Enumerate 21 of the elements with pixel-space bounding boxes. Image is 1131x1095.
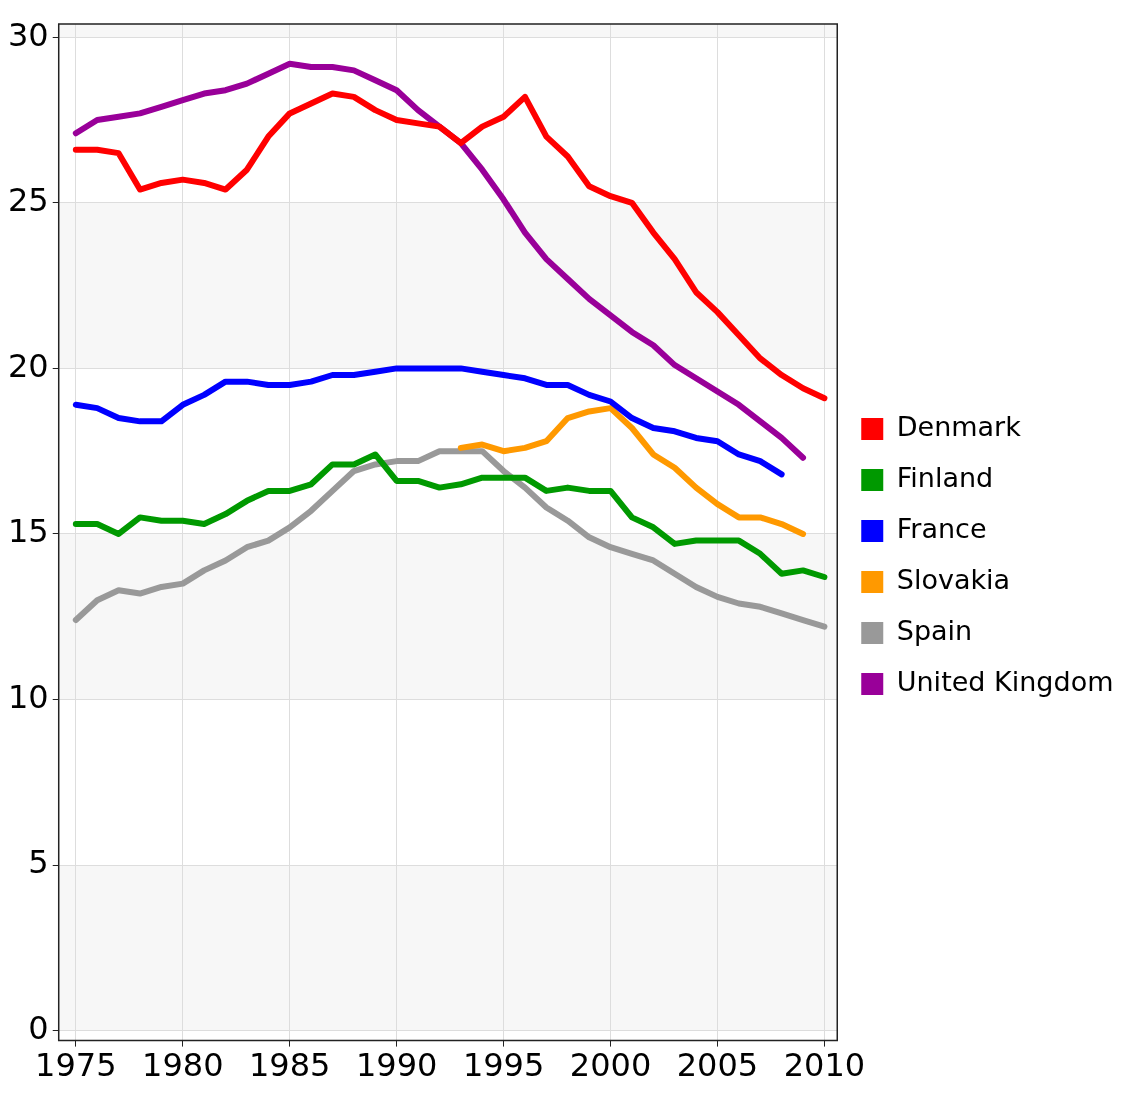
- x-tick-label: 1985: [248, 1046, 331, 1085]
- y-tick-label: 5: [28, 843, 49, 882]
- x-tick-label: 1975: [35, 1046, 117, 1085]
- x-tick-label: 1990: [355, 1046, 438, 1085]
- x-tick-label: 2005: [676, 1046, 759, 1085]
- legend-label: France: [896, 513, 987, 545]
- x-tick-label: 1995: [462, 1046, 545, 1085]
- x-tick-label: 1980: [142, 1046, 224, 1085]
- y-tick-label: 0: [28, 1008, 49, 1047]
- legend-label: United Kingdom: [896, 666, 1114, 698]
- legend-label: Denmark: [896, 411, 1022, 443]
- x-tick-label: 2010: [783, 1046, 866, 1085]
- y-tick-label: 15: [8, 512, 49, 551]
- legend-label: Finland: [896, 462, 994, 494]
- x-tick-label: 2000: [569, 1046, 652, 1085]
- y-tick-label: 30: [8, 15, 49, 54]
- y-tick-label: 10: [8, 677, 49, 716]
- legend-label: Spain: [896, 615, 973, 647]
- y-tick-label: 20: [8, 346, 49, 385]
- legend-label: Slovakia: [896, 564, 1011, 596]
- y-tick-label: 25: [8, 181, 49, 220]
